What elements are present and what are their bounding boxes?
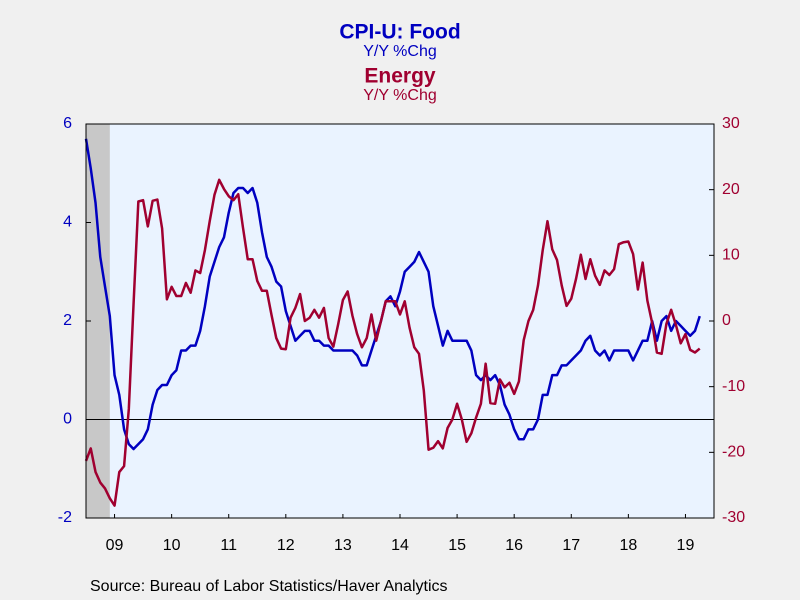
chart-title-2: Energy xyxy=(364,65,436,88)
x-tick-label: 17 xyxy=(562,537,580,554)
y2-tick-label: -30 xyxy=(722,509,745,526)
x-tick-label: 14 xyxy=(391,537,409,554)
x-tick-label: 09 xyxy=(106,537,124,554)
x-tick-label: 19 xyxy=(677,537,695,554)
source: Source: Bureau of Labor Statistics/Haver… xyxy=(90,578,448,595)
x-tick-label: 13 xyxy=(334,537,352,554)
y-tick-label: 6 xyxy=(63,115,72,132)
x-tick-label: 11 xyxy=(220,537,237,554)
chart-title: CPI-U: Food xyxy=(339,21,460,44)
y-tick-label: 4 xyxy=(63,214,72,231)
y-tick-label: 0 xyxy=(63,411,72,428)
x-tick-label: 18 xyxy=(619,537,637,554)
plot-area xyxy=(86,124,714,518)
y2-tick-label: 0 xyxy=(722,312,731,329)
y2-tick-label: 30 xyxy=(722,115,740,132)
x-tick-label: 10 xyxy=(163,537,181,554)
y2-tick-label: 10 xyxy=(722,247,740,264)
y-tick-label: -2 xyxy=(58,509,72,526)
y2-tick-label: -10 xyxy=(722,378,745,395)
x-tick-label: 16 xyxy=(505,537,523,554)
x-tick-label: 15 xyxy=(448,537,466,554)
x-tick-label: 12 xyxy=(277,537,295,554)
y-tick-label: 2 xyxy=(63,312,72,329)
y2-tick-label: 20 xyxy=(722,181,740,198)
chart-subtitle-2: Y/Y %Chg xyxy=(363,87,437,104)
y2-tick-label: -20 xyxy=(722,444,745,461)
series-line xyxy=(84,178,701,507)
chart-subtitle: Y/Y %Chg xyxy=(363,43,437,60)
